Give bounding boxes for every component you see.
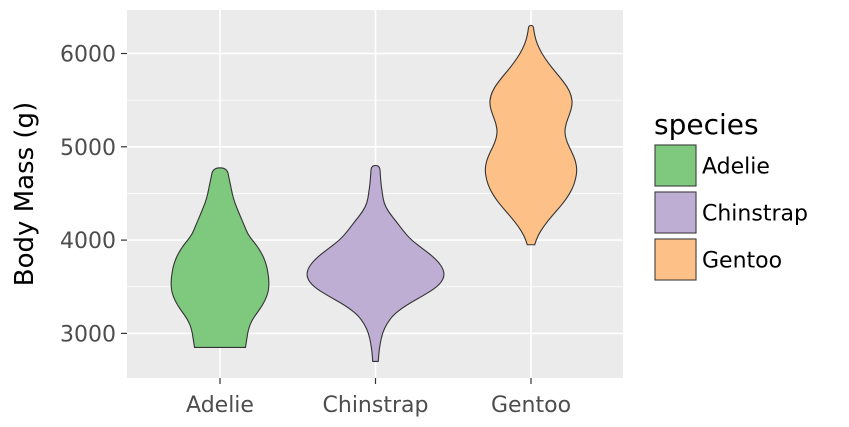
violin-group — [170, 24, 578, 362]
violin-adelie — [170, 167, 270, 348]
legend-label-chinstrap: Chinstrap — [702, 202, 808, 227]
legend-swatch-gentoo — [654, 238, 697, 281]
x-axis-ticks: Adelie Chinstrap Gentoo — [186, 378, 571, 418]
y-axis-ticks: 3000 4000 5000 6000 — [60, 43, 127, 347]
y-tick-label: 5000 — [60, 136, 116, 161]
x-tick-label-adelie: Adelie — [186, 393, 254, 418]
legend-label-gentoo: Gentoo — [702, 249, 782, 274]
legend-swatch-adelie — [654, 144, 697, 187]
x-tick-label-gentoo: Gentoo — [491, 393, 571, 418]
violin-chinstrap — [306, 164, 445, 362]
legend-title: species — [654, 108, 759, 141]
legend-swatch-chinstrap — [654, 191, 697, 234]
x-tick-label-chinstrap: Chinstrap — [323, 393, 429, 418]
y-tick-label: 4000 — [60, 229, 116, 254]
y-axis-title: Body Mass (g) — [10, 102, 40, 286]
legend: Adelie Chinstrap Gentoo — [654, 144, 808, 281]
legend-label-adelie: Adelie — [702, 155, 770, 180]
violin-gentoo — [484, 24, 578, 246]
y-tick-label: 6000 — [60, 43, 116, 68]
y-tick-label: 3000 — [60, 322, 116, 347]
